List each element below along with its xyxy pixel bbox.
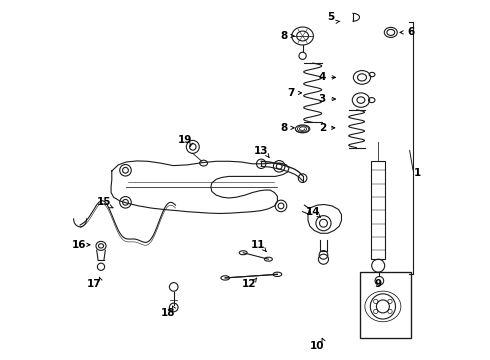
Text: 10: 10 — [310, 341, 324, 351]
Bar — [360, 272, 411, 338]
Text: 13: 13 — [254, 146, 269, 156]
Text: 9: 9 — [375, 279, 382, 289]
Text: 18: 18 — [160, 308, 175, 318]
Text: 2: 2 — [319, 123, 326, 133]
Text: 19: 19 — [177, 135, 192, 145]
Text: 17: 17 — [87, 279, 101, 289]
Text: 12: 12 — [242, 279, 256, 289]
Text: 1: 1 — [414, 168, 421, 178]
Text: 3: 3 — [319, 94, 326, 104]
Text: 4: 4 — [318, 72, 326, 82]
Text: 11: 11 — [250, 240, 265, 250]
Text: 15: 15 — [97, 197, 111, 207]
Text: 16: 16 — [72, 240, 86, 250]
Text: 5: 5 — [327, 12, 334, 22]
Bar — [371, 161, 386, 259]
Text: 8: 8 — [280, 123, 287, 133]
Text: 14: 14 — [306, 207, 321, 217]
Text: 6: 6 — [407, 27, 414, 37]
Text: 8: 8 — [280, 31, 287, 41]
Text: 7: 7 — [288, 88, 295, 98]
